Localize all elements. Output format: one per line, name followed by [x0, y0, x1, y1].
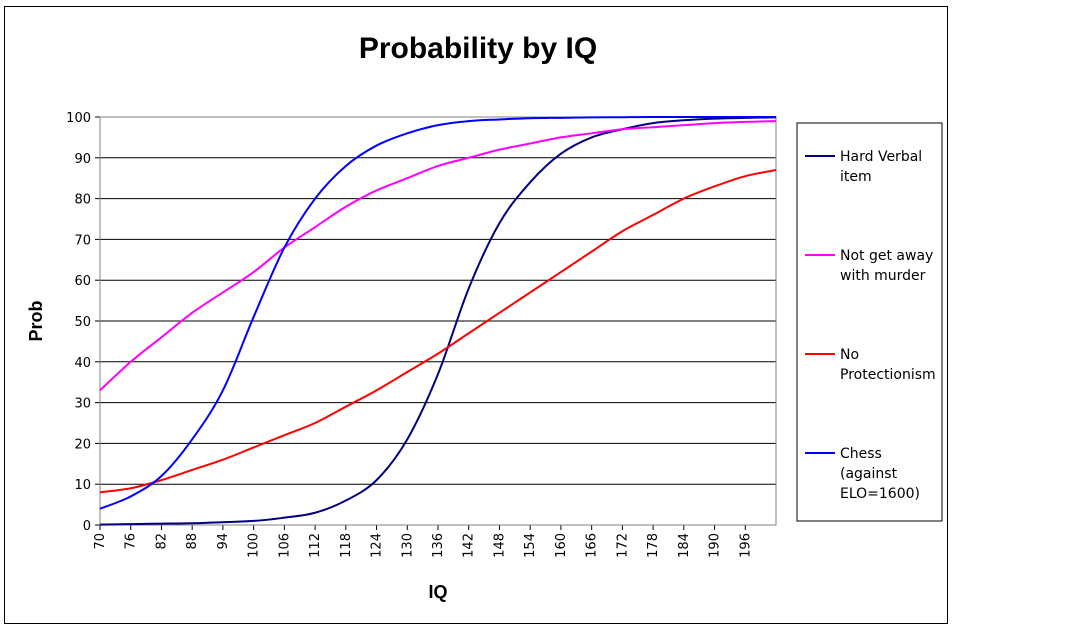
- series-layer: [99, 115, 777, 526]
- legend-label-4: ELO=1600): [840, 486, 920, 502]
- x-tick-label: 154: [523, 533, 538, 558]
- y-tick-label: 70: [74, 233, 91, 248]
- legend-label-3: No: [840, 347, 859, 363]
- chart-frame: Probability by IQ 0 10 20 30 40 50 60 70 80 90 100…: [4, 6, 948, 624]
- legend-label-2: with murder: [840, 268, 926, 284]
- x-tick-label: 82: [154, 533, 169, 550]
- series-line-2: [99, 120, 777, 392]
- x-tick-label: 100: [247, 533, 262, 558]
- y-tick-label: 10: [74, 478, 91, 493]
- x-tick-label: 160: [554, 533, 569, 558]
- x-tick-label: 112: [308, 533, 323, 558]
- x-tick-label: 70: [93, 533, 108, 550]
- x-axis-title: IQ: [428, 582, 447, 602]
- y-tick-label: 50: [74, 315, 91, 330]
- y-tick-label: 20: [74, 437, 91, 452]
- y-axis-title: Prob: [26, 300, 46, 341]
- x-tick-label: 136: [431, 533, 446, 558]
- y-tick-labels: 0 10 20 30 40 50 60 70 80 90 100: [66, 111, 91, 534]
- legend-label-4: (against: [840, 466, 898, 482]
- y-tick-label: 40: [74, 356, 91, 371]
- y-tick-label: 80: [74, 193, 91, 208]
- x-tick-label: 196: [738, 533, 753, 558]
- series-line-1: [99, 116, 777, 526]
- x-tick-label: 124: [370, 533, 385, 558]
- legend-label-2: Not get away: [840, 248, 933, 264]
- x-tick-label: 94: [216, 533, 231, 550]
- y-tick-label: 0: [83, 519, 91, 534]
- chart-svg: Probability by IQ 0 10 20 30 40 50 60 70 80 90 100…: [26, 32, 943, 602]
- series-line-4: [99, 115, 776, 510]
- x-tick-label: 142: [462, 533, 477, 558]
- x-tick-labels: 70 76 82 88 94 100 106 112 118 124 130 136 142 148 154…: [93, 533, 753, 558]
- y-tick-label: 60: [74, 274, 91, 289]
- grid-layer: [95, 116, 776, 530]
- series-line-3: [99, 169, 777, 494]
- legend: Hard Verbal item Not get away with murder No…: [805, 149, 936, 502]
- x-tick-label: 178: [646, 533, 661, 558]
- plot-area: [99, 116, 777, 526]
- x-tick-label: 106: [277, 533, 292, 558]
- x-tick-label: 88: [185, 533, 200, 550]
- x-tick-label: 118: [339, 533, 354, 558]
- y-tick-label: 30: [74, 397, 91, 412]
- legend-label-1: Hard Verbal: [840, 149, 922, 165]
- x-tick-label: 130: [400, 533, 415, 558]
- legend-label-3: Protectionism: [840, 367, 936, 383]
- x-tick-label: 166: [585, 533, 600, 558]
- x-tick-label: 172: [615, 533, 630, 558]
- x-tick-label: 76: [124, 533, 139, 550]
- legend-box: [796, 122, 943, 522]
- x-tick-label: 190: [708, 533, 723, 558]
- x-tick-label: 184: [677, 533, 692, 558]
- chart-title: Probability by IQ: [359, 32, 597, 65]
- x-tick-label: 148: [492, 533, 507, 558]
- y-tick-label: 90: [74, 152, 91, 167]
- legend-label-4: Chess: [840, 446, 882, 462]
- y-tick-label: 100: [66, 111, 91, 126]
- legend-label-1: item: [840, 169, 872, 185]
